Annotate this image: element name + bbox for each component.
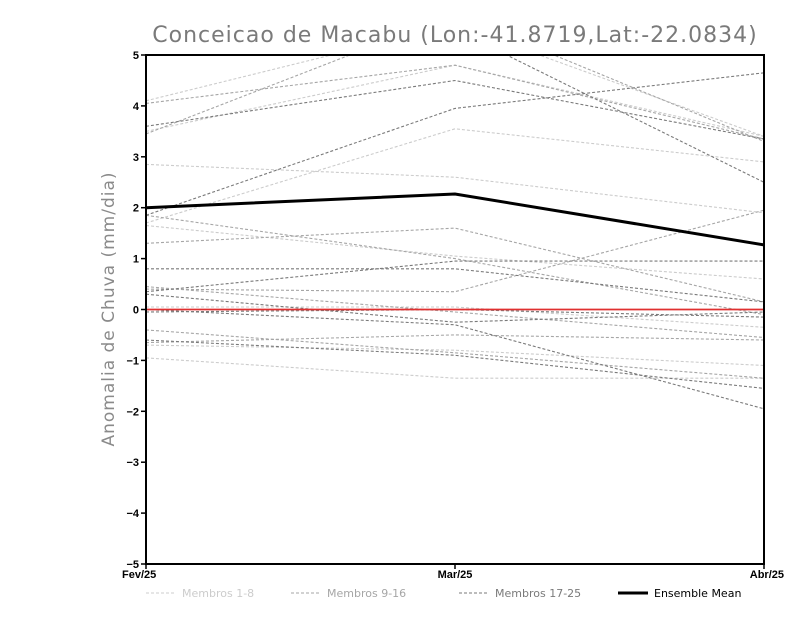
series-line-membro-24 bbox=[146, 308, 764, 410]
ensemble-mean-layer bbox=[146, 192, 764, 247]
series-line-membro-14 bbox=[146, 286, 764, 339]
series-layer bbox=[146, 55, 764, 410]
legend-label-membros-9-16: Membros 9-16 bbox=[327, 587, 406, 600]
y-tick-label: 5 bbox=[133, 50, 139, 62]
y-axis-label: Anomalia de Chuva (mm/dia) bbox=[99, 171, 119, 446]
series-line-membro-23 bbox=[146, 339, 764, 389]
y-tick-label: 1 bbox=[133, 254, 139, 266]
y-tick-label: −3 bbox=[126, 457, 139, 469]
x-tick-label: Abr/25 bbox=[750, 569, 784, 581]
x-tick-label: Mar/25 bbox=[438, 569, 473, 581]
series-line-membro-10 bbox=[146, 55, 764, 143]
series-line-membro-01 bbox=[146, 55, 764, 137]
series-line-membro-12 bbox=[146, 227, 764, 303]
series-line-membro-21 bbox=[146, 293, 764, 323]
axis-layer: −5 −4 −3 −2 −1 0 1 2 3 4 5 Fev/25 Mar/25 Abr/25 bbox=[122, 50, 784, 581]
series-line-membro-08 bbox=[146, 357, 764, 379]
series-line-membro-04 bbox=[146, 128, 764, 224]
series-line-membro-06 bbox=[146, 306, 764, 328]
y-tick-label: 0 bbox=[133, 305, 139, 317]
series-line-membro-05 bbox=[146, 224, 764, 280]
y-tick-label: −1 bbox=[126, 355, 139, 367]
y-tick-label: −5 bbox=[126, 559, 139, 571]
y-tick-label: −4 bbox=[126, 508, 139, 520]
series-line-membro-16 bbox=[146, 334, 764, 344]
series-line-membro-22 bbox=[146, 308, 764, 318]
series-line-membro-18 bbox=[146, 72, 764, 216]
series-line-membro-19 bbox=[146, 268, 764, 303]
series-line-membro-20 bbox=[146, 260, 764, 293]
chart-title: Conceicao de Macabu (Lon:-41.8719,Lat:-2… bbox=[152, 23, 757, 48]
series-line-membro-17 bbox=[146, 79, 764, 140]
series-line-ensemble-mean bbox=[146, 192, 764, 247]
x-tick-label: Fev/25 bbox=[122, 569, 156, 581]
series-line-membro-11 bbox=[146, 214, 764, 316]
legend-label-membros-17-25: Membros 17-25 bbox=[495, 587, 581, 600]
legend: Membros 1-8 Membros 9-16 Membros 17-25 Ense… bbox=[146, 587, 741, 600]
y-tick-label: 3 bbox=[133, 152, 139, 164]
legend-label-membros-1-8: Membros 1-8 bbox=[182, 587, 254, 600]
series-line-membro-07 bbox=[146, 344, 764, 367]
y-tick-label: −2 bbox=[126, 406, 139, 418]
y-tick-label: 4 bbox=[133, 101, 140, 113]
series-line-membro-02 bbox=[146, 64, 764, 137]
y-tick-label: 2 bbox=[133, 203, 139, 215]
series-line-membro-15 bbox=[146, 329, 764, 379]
legend-label-ensemble-mean: Ensemble Mean bbox=[654, 587, 741, 600]
series-line-membro-09 bbox=[146, 64, 764, 140]
series-line-membro-25 bbox=[505, 55, 764, 183]
series-line-membro-03 bbox=[146, 163, 764, 214]
series-line-membro-13 bbox=[146, 209, 764, 293]
